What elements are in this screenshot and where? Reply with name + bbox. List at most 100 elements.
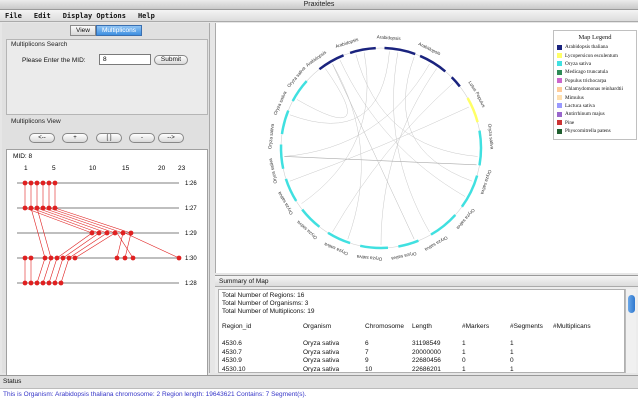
mid-input[interactable] <box>99 54 151 65</box>
status-label: Status <box>3 378 22 385</box>
summary-title: Summary of Map <box>215 276 638 287</box>
total-regions: Total Number of Regions: 16 <box>222 292 305 299</box>
menu-file[interactable]: File <box>5 12 22 20</box>
circle-label: Oryza sativa <box>356 254 382 262</box>
scroll-thumb[interactable] <box>628 295 635 313</box>
circle-label: Arabidopsis <box>335 37 360 49</box>
prev-button[interactable]: <-- <box>29 133 55 143</box>
circle-label: Arabidopsis <box>418 41 442 56</box>
table-header: Length <box>412 323 432 330</box>
chromosome-arc <box>349 46 376 55</box>
level-label: 1:28 <box>185 281 197 287</box>
circle-label: Arabidopsis <box>377 34 402 41</box>
legend-swatch <box>557 103 562 109</box>
legend-swatch <box>557 120 562 126</box>
legend-item: Chlamydomonas reinhardtii <box>554 85 636 93</box>
synteny-link <box>332 63 362 240</box>
synteny-link <box>289 106 470 182</box>
table-header: Chromosome <box>365 323 405 330</box>
menu-bar: File Edit Display Options Help <box>0 10 638 22</box>
column-label: 23 <box>178 165 186 172</box>
synteny-link <box>332 63 415 240</box>
legend-label: Lycopersicon esculentum <box>565 52 618 59</box>
legend-swatch <box>557 128 562 134</box>
next-button[interactable]: --> <box>158 133 184 143</box>
menu-display-options[interactable]: Display Options <box>62 12 126 20</box>
legend-item: Oryza sativa <box>554 60 636 68</box>
legend-label: Medicago truncatula <box>565 69 608 76</box>
table-cell: 20000000 <box>412 348 441 356</box>
menu-help[interactable]: Help <box>137 12 155 20</box>
circle-label: Oryza sativa <box>323 241 349 256</box>
synteny-link <box>284 156 477 166</box>
table-cell: 31198549 <box>412 340 441 347</box>
mid-label: MID: 8 <box>13 153 33 160</box>
multiplicon-view[interactable]: MID: 8 1 5 10 15 20 23 1:26 1:27 1:29 1:… <box>6 149 208 392</box>
tab-multiplicons[interactable]: Multiplicons <box>95 25 142 36</box>
table-cell: Oryza sativa <box>303 365 340 373</box>
legend-swatch <box>557 69 562 75</box>
circle-label: Lotus <box>467 80 478 93</box>
table-header: Region_id <box>222 323 252 330</box>
legend-item: Pine <box>554 119 636 127</box>
status-text: This is Organism: Arabidopsis thaliana c… <box>0 388 638 401</box>
table-cell: 1 <box>510 365 514 373</box>
chromosome-arc <box>327 231 351 245</box>
table-cell: Oryza sativa <box>303 357 340 364</box>
chromosome-arc <box>280 110 290 135</box>
legend-title: Map Legend <box>578 34 612 41</box>
view-group-label: Multiplicons View <box>11 118 61 125</box>
legend-label: Lactuca sativa <box>565 102 595 109</box>
table-cell: 1 <box>462 348 466 356</box>
synteny-link <box>284 63 430 157</box>
fit-button[interactable]: [ ] <box>96 133 122 143</box>
legend-item: Lactuca sativa <box>554 102 636 110</box>
map-legend: Map Legend Arabidopsis thaliana Lycopersi… <box>553 30 637 140</box>
synteny-link <box>393 52 430 233</box>
mid-prompt: Please Enter the MID: <box>22 57 86 64</box>
zoom-in-button[interactable]: + <box>62 133 88 143</box>
zoom-out-button[interactable]: - <box>129 133 155 143</box>
table-cell: Oryza sativa <box>303 340 340 347</box>
map-panel[interactable]: Arabidopsis Arabidopsis Arabidopsis Arabido… <box>215 23 638 273</box>
tab-view[interactable]: View <box>70 25 96 36</box>
legend-swatch <box>557 86 562 92</box>
table-header: #Multiplicans <box>553 323 591 330</box>
legend-label: Pine <box>565 119 575 126</box>
legend-swatch <box>557 44 562 50</box>
table-cell: 22686201 <box>412 365 441 373</box>
menu-edit[interactable]: Edit <box>33 12 51 20</box>
submit-button[interactable]: Submit <box>154 55 188 65</box>
synteny-link <box>355 54 478 157</box>
legend-item: Antirrhinum majus <box>554 110 636 118</box>
table-cell: 4530.7 <box>222 348 242 356</box>
summary-panel: Summary of Map Total Number of Regions: … <box>215 275 638 373</box>
chromosome-arc <box>318 54 345 71</box>
legend-swatch <box>557 111 562 117</box>
summary-scrollbar[interactable] <box>625 289 636 373</box>
table-cell: 1 <box>462 365 466 373</box>
chromosome-arc <box>478 130 483 166</box>
chromosome-arc <box>279 144 285 170</box>
level-label: 1:29 <box>185 231 197 237</box>
legend-swatch <box>557 78 562 84</box>
table-cell: 1 <box>510 348 514 356</box>
level-label: 1:30 <box>185 256 197 262</box>
legend-item: Physcomitrella patens <box>554 127 636 135</box>
chromosome-arc <box>430 214 457 236</box>
search-group-label: Multiplicons Search <box>11 41 68 48</box>
column-label: 10 <box>89 165 97 172</box>
legend-item: Medicago truncatula <box>554 68 636 76</box>
synteny-link <box>296 68 348 118</box>
circle-label: Oryza sativa <box>273 90 288 116</box>
legend-label: Physcomitrella patens <box>565 128 611 135</box>
chromosome-arc <box>291 80 308 102</box>
synteny-link <box>289 51 390 124</box>
legend-label: Mimulus <box>565 94 584 101</box>
table-cell: 22680456 <box>412 357 441 364</box>
table-cell: 0 <box>462 357 466 364</box>
table-cell: 7 <box>365 348 369 356</box>
table-header: #Segments <box>510 323 543 330</box>
legend-swatch <box>557 61 562 67</box>
